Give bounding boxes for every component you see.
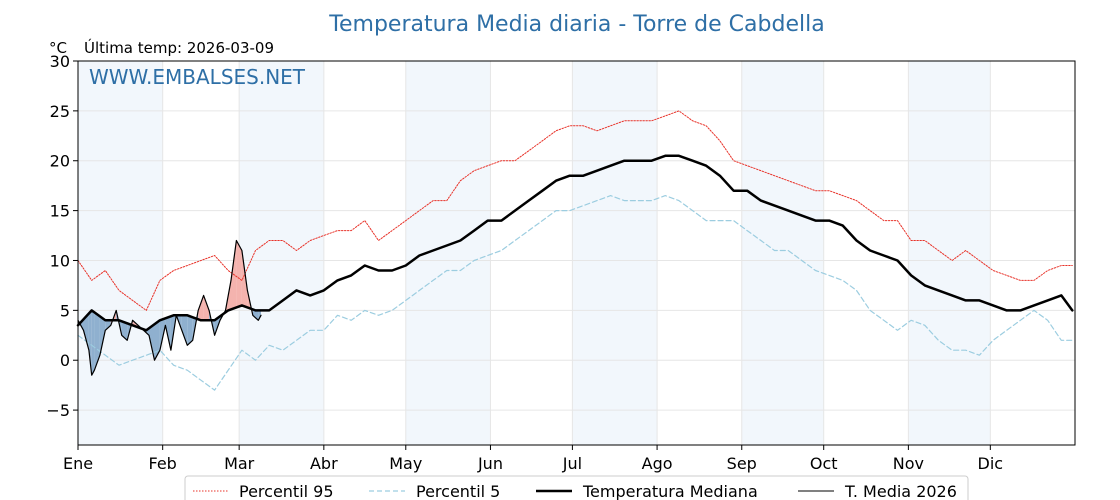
x-tick-label: May bbox=[389, 454, 422, 473]
y-tick-label: −5 bbox=[46, 401, 70, 420]
cold-anomaly-fill bbox=[187, 315, 193, 346]
y-tick-label: 0 bbox=[60, 351, 70, 370]
month-band-jul bbox=[572, 61, 658, 445]
x-tick-label: Mar bbox=[224, 454, 255, 473]
y-tick-label: 25 bbox=[50, 102, 70, 121]
month-band-mar bbox=[239, 61, 324, 445]
cold-anomaly-fill bbox=[83, 313, 89, 351]
cold-anomaly-fill bbox=[105, 320, 111, 331]
watermark: WWW.EMBALSES.NET bbox=[89, 65, 306, 89]
y-axis: 30 25 20 15 10 5 0 −5 bbox=[46, 52, 78, 420]
series-line-media-2026 bbox=[77, 239, 262, 376]
x-tick-label: Jul bbox=[562, 454, 582, 473]
y-tick-label: 5 bbox=[60, 301, 70, 320]
month-bands bbox=[78, 61, 991, 445]
plot-frame bbox=[77, 60, 1076, 446]
y-tick-label: 30 bbox=[50, 52, 70, 71]
legend: Percentil 95 Percentil 5 Temperatura Med… bbox=[184, 475, 969, 500]
cold-anomaly-fill bbox=[121, 321, 128, 341]
y-tick-label: 20 bbox=[50, 152, 70, 171]
x-tick-label: Abr bbox=[310, 454, 338, 473]
x-tick-label: Feb bbox=[149, 454, 177, 473]
cold-anomaly-fill bbox=[91, 310, 95, 376]
legend-label-mediana: Temperatura Mediana bbox=[582, 482, 758, 500]
month-band-ene bbox=[78, 61, 163, 445]
legend-box bbox=[184, 475, 969, 500]
month-band-nov bbox=[908, 61, 991, 445]
x-axis: Ene Feb Mar Abr May Jun Jul Ago Sep Oct Nov Dic bbox=[63, 445, 1003, 473]
x-tick-label: Oct bbox=[810, 454, 838, 473]
chart-title: Temperatura Media diaria - Torre de Cabd… bbox=[328, 12, 824, 37]
series-line-percentil-95 bbox=[77, 110, 1073, 311]
series-lines bbox=[76, 110, 1074, 391]
y-tick-label: 15 bbox=[50, 202, 70, 221]
x-tick-label: Jun bbox=[477, 454, 503, 473]
cold-anomaly-fill bbox=[181, 315, 188, 346]
x-tick-label: Ene bbox=[63, 454, 93, 473]
warm-anomaly-fill bbox=[236, 240, 242, 308]
month-band-may bbox=[405, 61, 491, 445]
month-band-sep bbox=[741, 61, 824, 445]
cold-anomaly-fill bbox=[94, 312, 100, 371]
x-tick-label: Ago bbox=[642, 454, 673, 473]
cold-anomaly-fill bbox=[252, 309, 259, 321]
x-tick-label: Sep bbox=[727, 454, 757, 473]
cold-anomaly-fill bbox=[88, 310, 92, 376]
series-line-percentil-5 bbox=[77, 195, 1073, 391]
y-unit-label: °C bbox=[49, 39, 67, 57]
warm-anomaly-fill bbox=[203, 295, 210, 321]
x-tick-label: Nov bbox=[893, 454, 924, 473]
last-temp-label: Última temp: 2026-03-09 bbox=[84, 38, 274, 57]
legend-label-p95: Percentil 95 bbox=[239, 482, 334, 500]
legend-label-p5: Percentil 5 bbox=[416, 482, 500, 500]
x-tick-label: Dic bbox=[978, 454, 1004, 473]
series-line-temperatura-mediana bbox=[76, 154, 1074, 332]
cold-anomaly-fill bbox=[99, 316, 106, 356]
warm-anomaly-fill bbox=[198, 295, 204, 321]
legend-label-media-2026: T. Media 2026 bbox=[844, 482, 957, 500]
y-tick-label: 10 bbox=[50, 251, 70, 270]
